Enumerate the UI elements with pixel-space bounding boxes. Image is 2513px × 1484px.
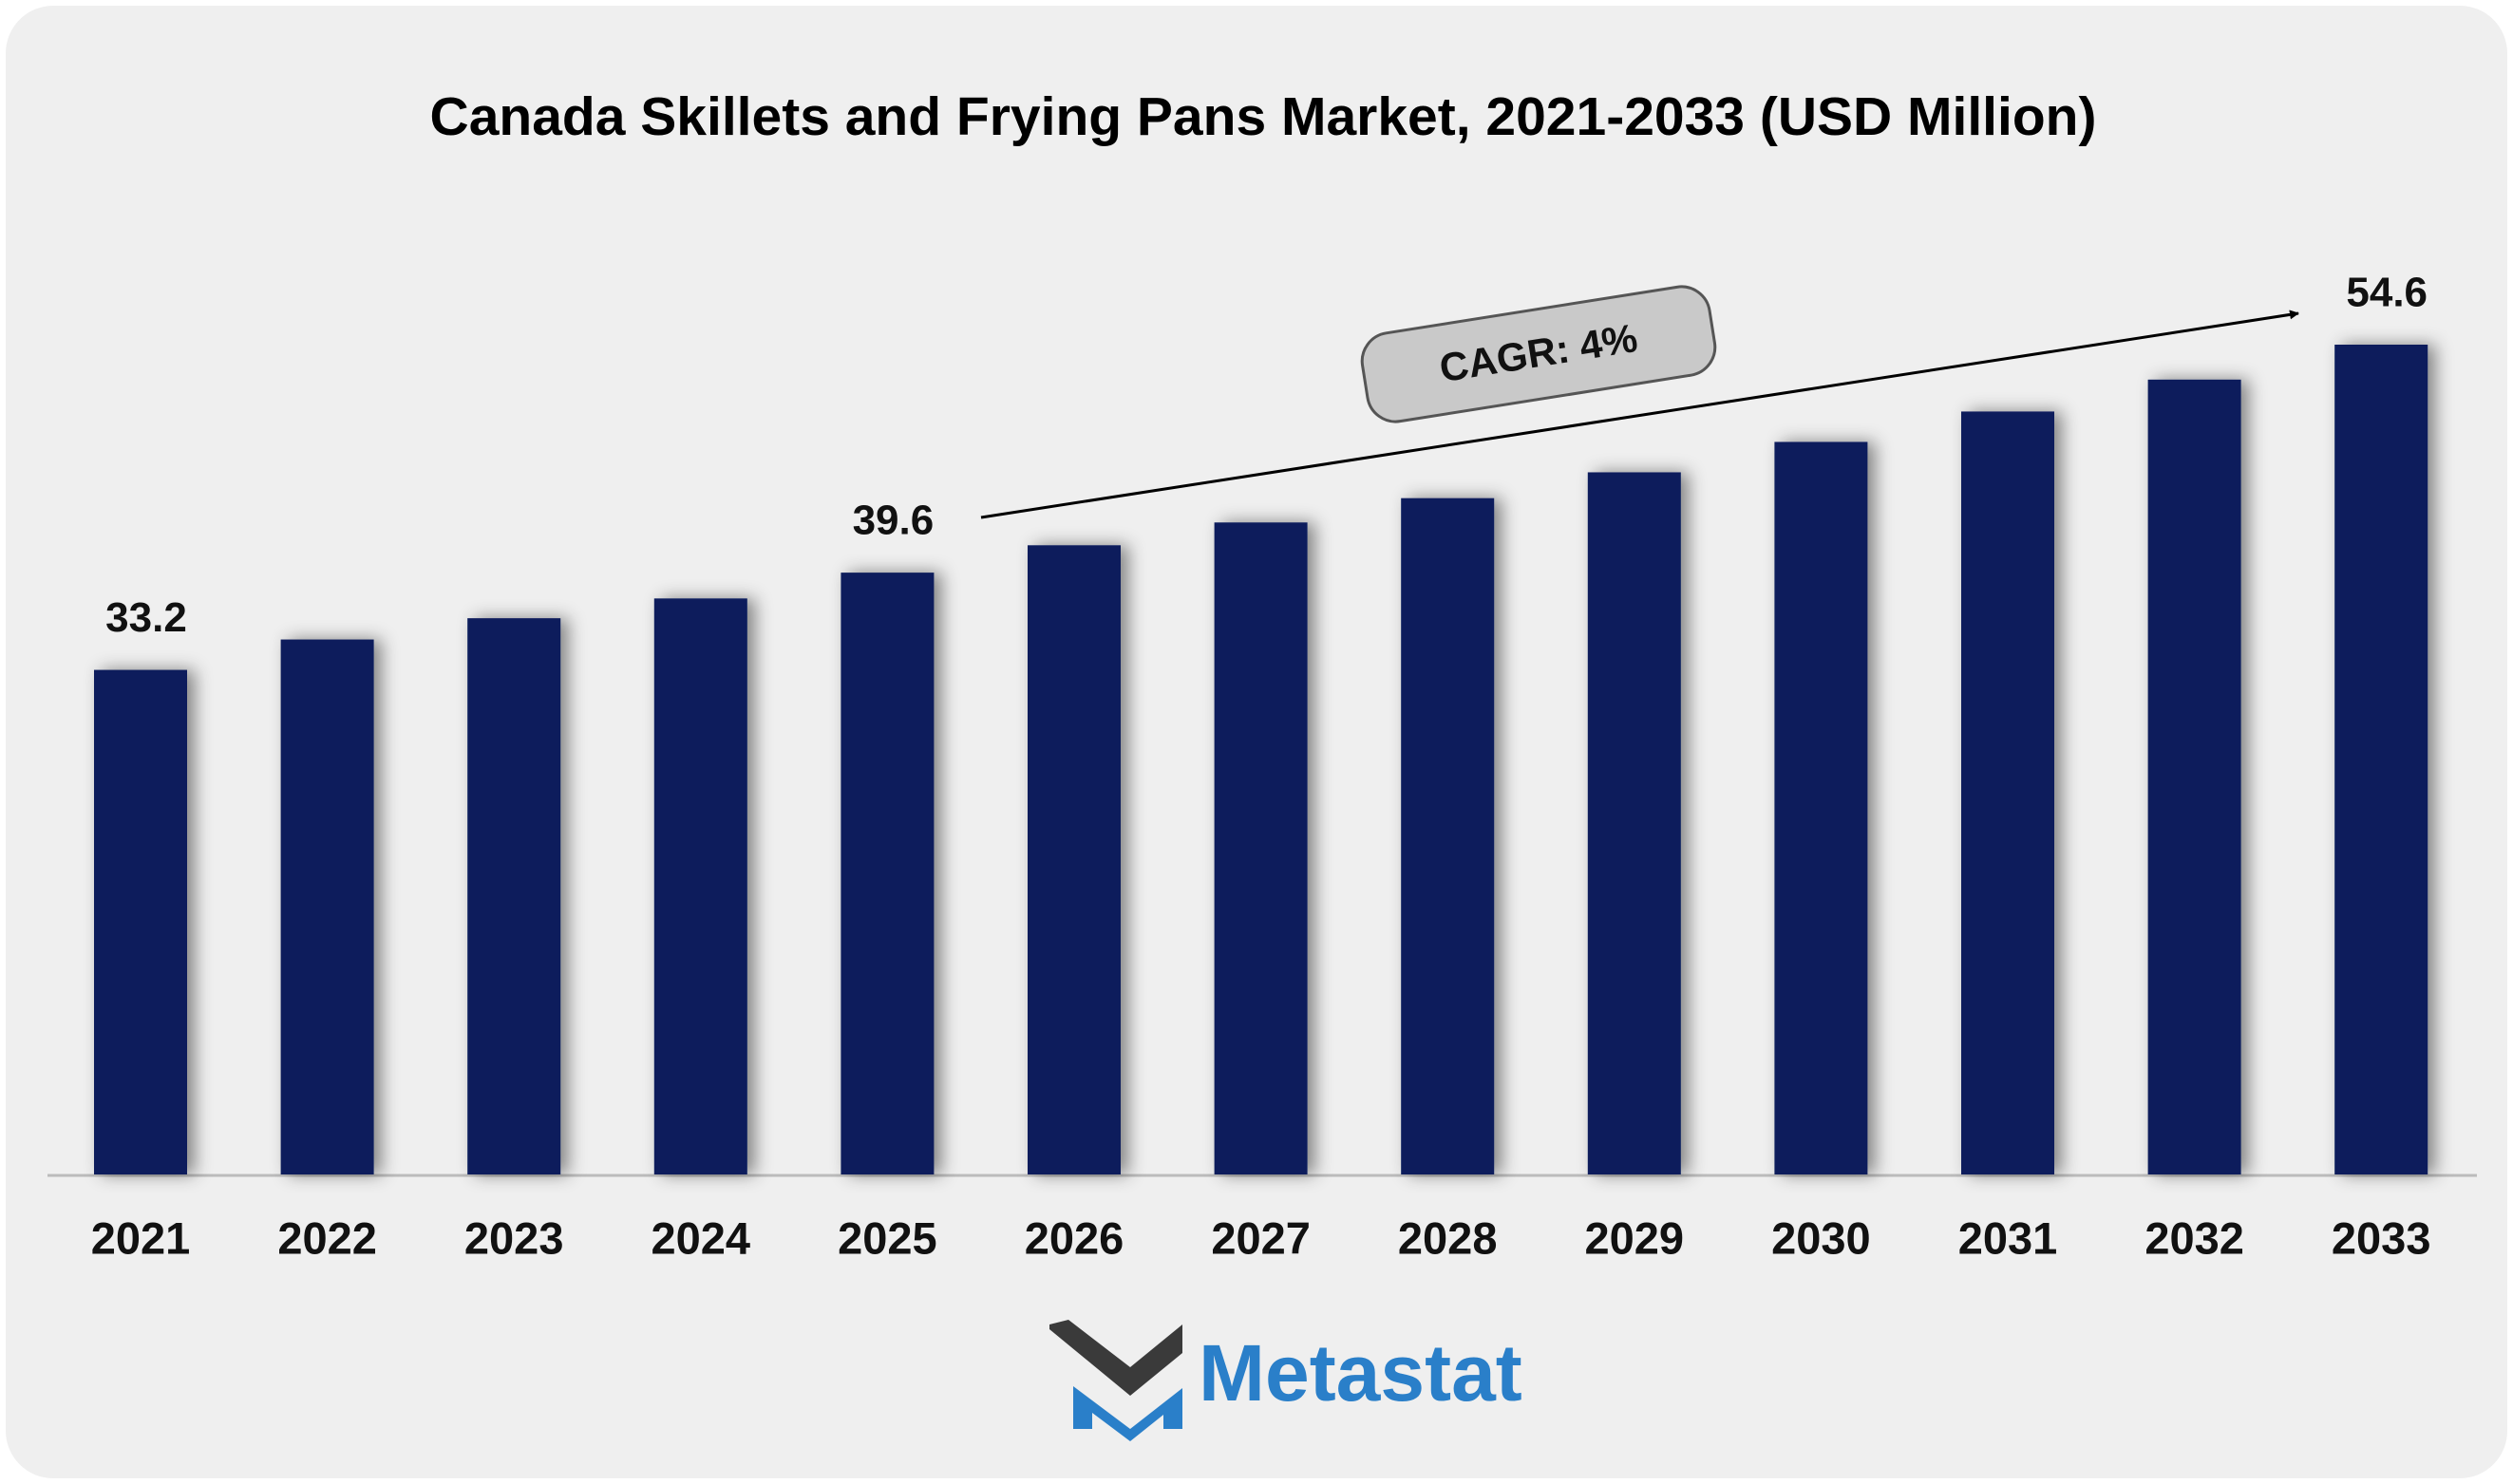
x-tick-label: 2032	[2145, 1212, 2244, 1263]
logo-mark-blue	[1073, 1386, 1182, 1441]
bar	[653, 598, 747, 1174]
bars: 2021 33.2 2022 2023 2024 2025 39.6 2026 2027 2028…	[91, 270, 2431, 1264]
x-tick-label: 2021	[91, 1212, 191, 1263]
x-tick-label: 2028	[1398, 1212, 1498, 1263]
x-tick-label: 2023	[464, 1212, 564, 1263]
value-label: 33.2	[105, 594, 187, 641]
bar	[94, 669, 187, 1174]
chart-title: Canada Skillets and Frying Pans Market, …	[430, 86, 2097, 147]
bar	[841, 573, 935, 1174]
x-tick-label: 2029	[1585, 1212, 1685, 1263]
bar	[1028, 545, 1121, 1174]
bar	[280, 639, 374, 1174]
x-tick-label: 2026	[1025, 1212, 1124, 1263]
bar	[1214, 522, 1308, 1174]
cagr-badge: CAGR: 4%	[1360, 285, 1717, 423]
bar	[2334, 345, 2428, 1174]
bar	[1401, 498, 1495, 1174]
bar	[1961, 411, 2054, 1174]
cagr-arrow	[980, 310, 2299, 519]
x-tick-label: 2024	[652, 1212, 751, 1263]
bar	[467, 618, 561, 1174]
x-tick-label: 2030	[1771, 1212, 1871, 1263]
x-tick-label: 2025	[838, 1212, 937, 1263]
brand-name: Metastat	[1199, 1328, 1522, 1418]
cagr-pill	[1360, 285, 1717, 423]
bar	[2147, 379, 2241, 1174]
value-label: 54.6	[2346, 270, 2428, 316]
x-tick-label: 2033	[2332, 1212, 2431, 1263]
x-tick-label: 2031	[1958, 1212, 2058, 1263]
x-tick-label: 2022	[277, 1212, 377, 1263]
logo-mark-dark	[1049, 1320, 1182, 1429]
bar	[1774, 441, 1868, 1174]
value-label: 39.6	[853, 498, 935, 544]
x-tick-label: 2027	[1211, 1212, 1311, 1263]
logo: Metastat	[1049, 1320, 1522, 1441]
bar	[1587, 472, 1681, 1174]
